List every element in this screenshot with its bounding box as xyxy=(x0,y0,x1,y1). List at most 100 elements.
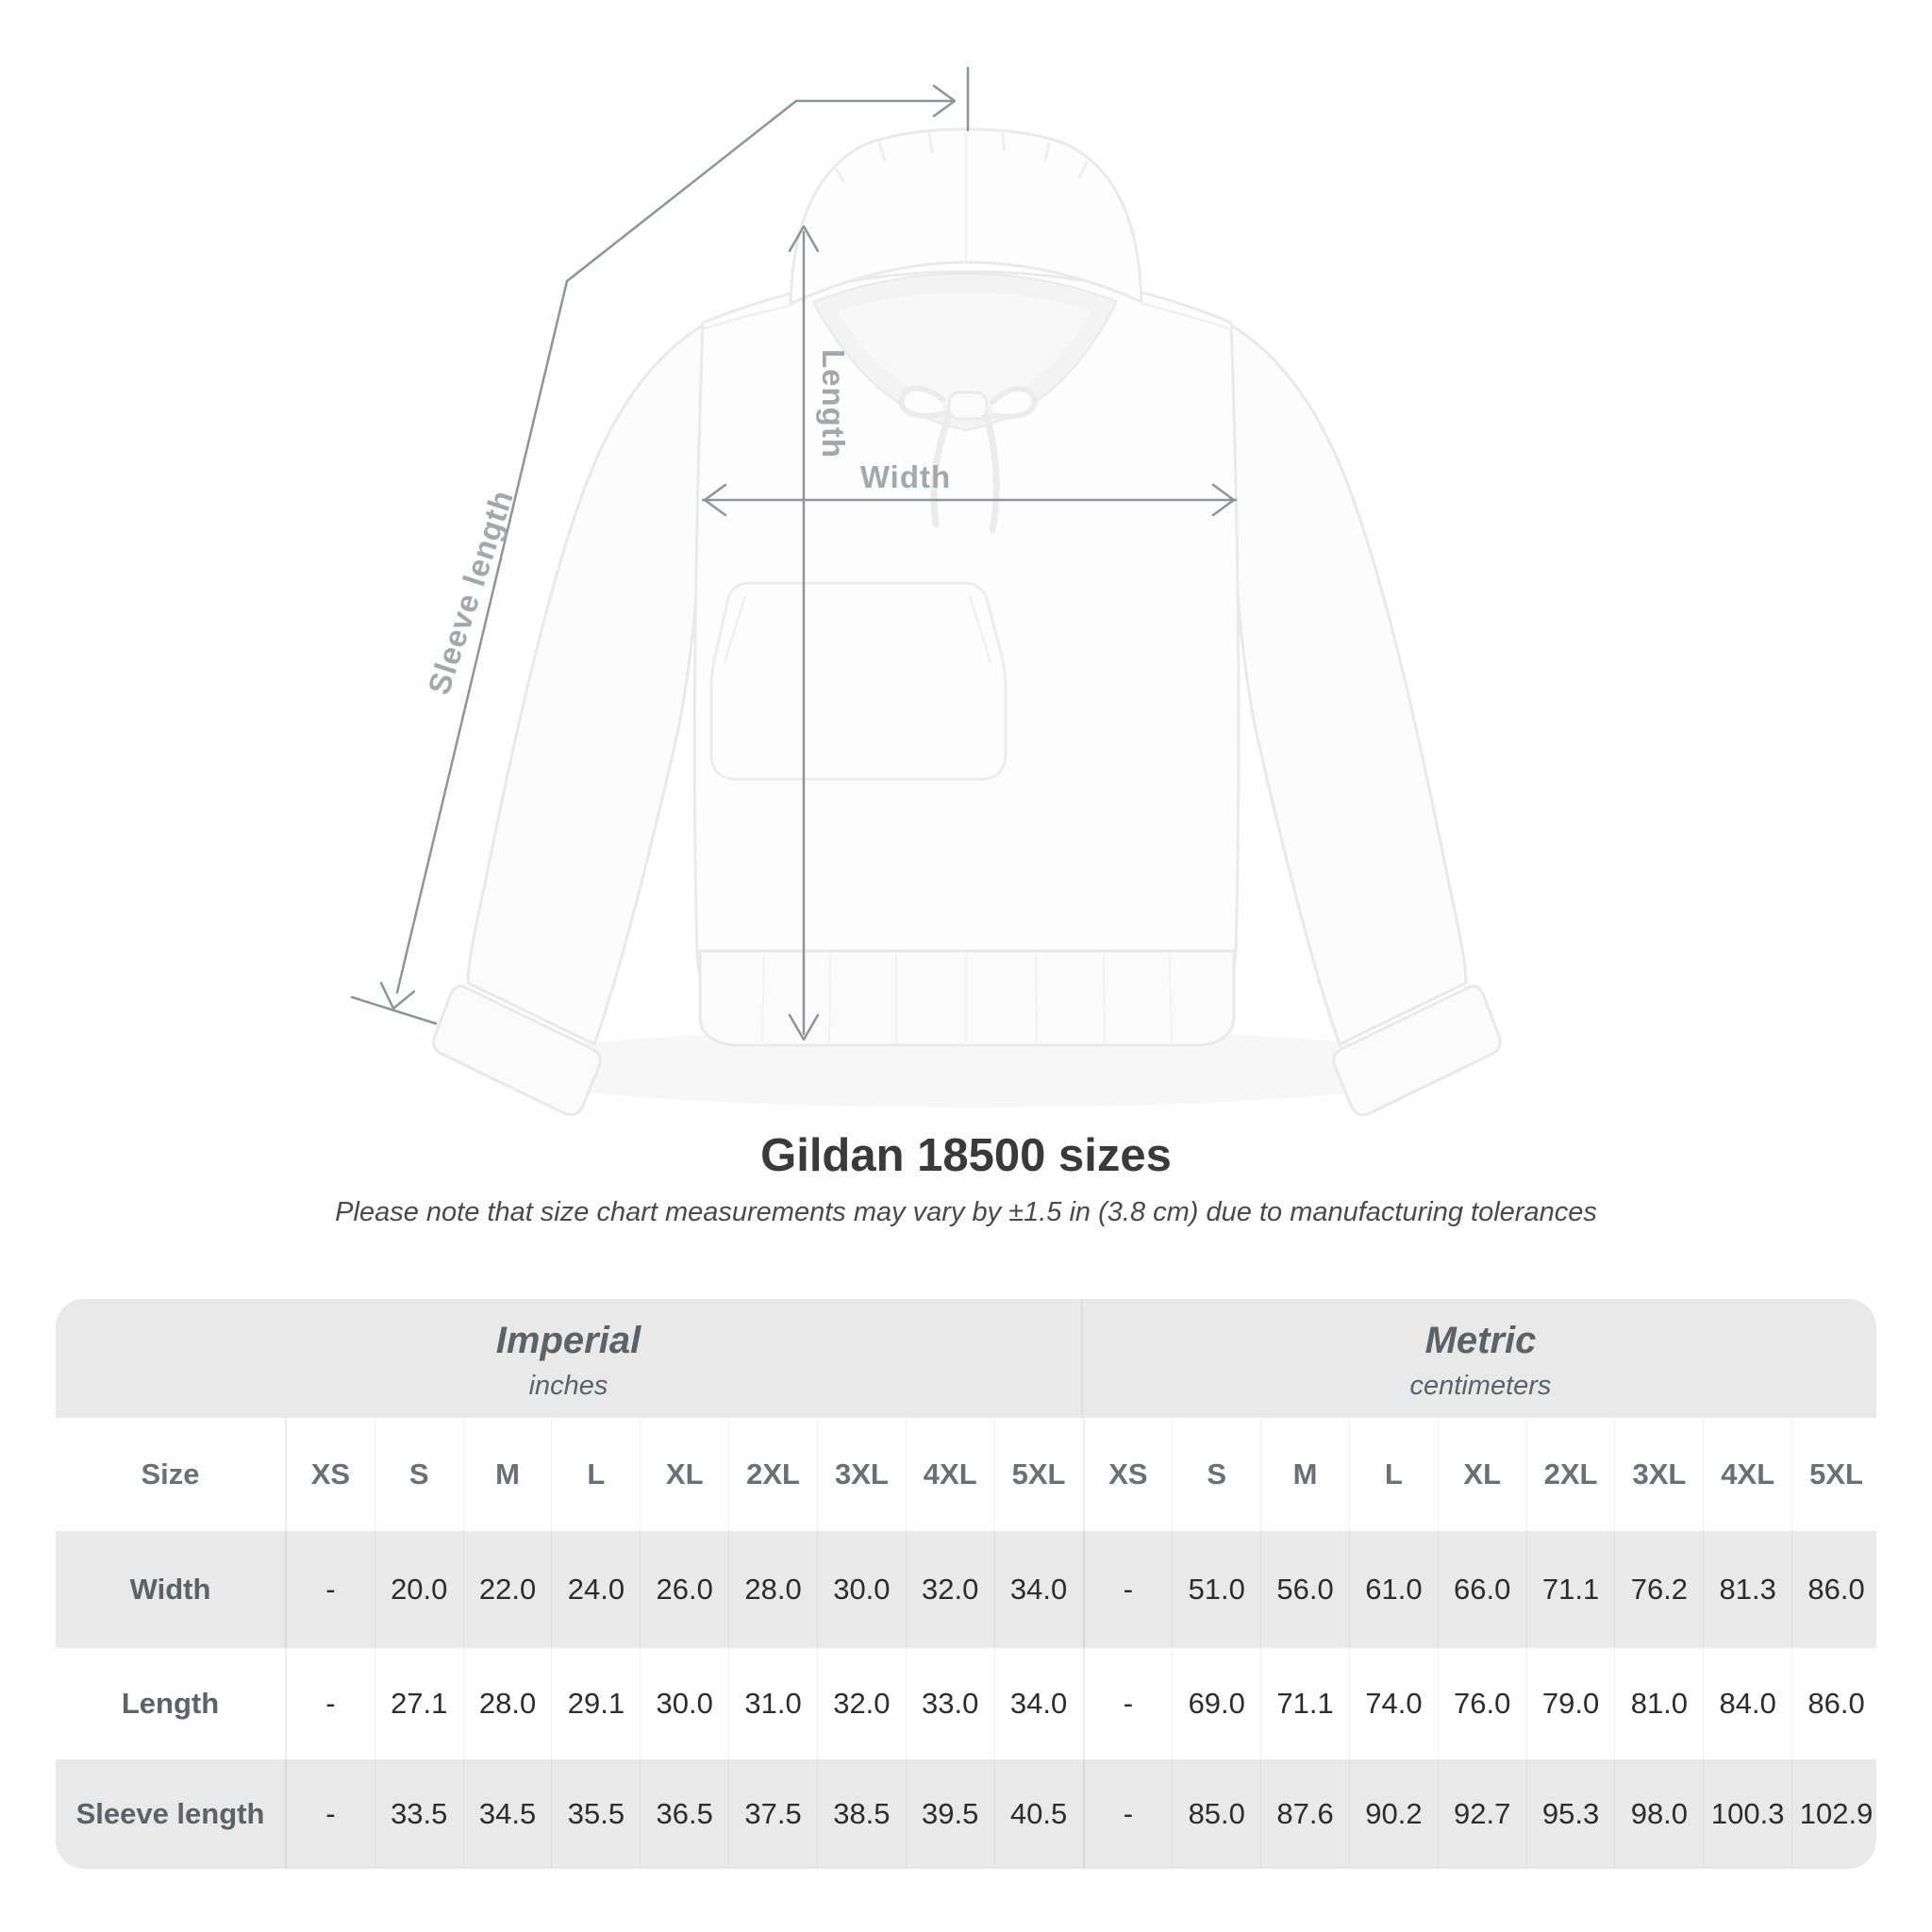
measurement-cell: 33.5 xyxy=(374,1759,463,1869)
sleeve-length-label: Sleeve length xyxy=(421,485,520,698)
size-column-header: XS xyxy=(310,1457,351,1491)
measurement-cell: - xyxy=(1123,1797,1134,1830)
measurement-cell: 34.0 xyxy=(993,1531,1083,1648)
measurement-cell: 90.2 xyxy=(1348,1759,1438,1869)
soft-shadow xyxy=(481,1028,1462,1108)
measurement-cell: 66.0 xyxy=(1437,1531,1526,1648)
measurement-cell: 81.3 xyxy=(1703,1531,1791,1648)
measurement-cell: 76.0 xyxy=(1437,1648,1526,1759)
width-measure-line xyxy=(701,483,1238,517)
measurement-lines xyxy=(350,66,1238,1041)
measurement-cell: 27.1 xyxy=(374,1648,463,1759)
hood-opening-inner xyxy=(838,292,1092,409)
size-corner-header: Size xyxy=(141,1457,200,1491)
measurement-cell: 74.0 xyxy=(1348,1648,1438,1759)
measurement-cell: 40.5 xyxy=(993,1759,1083,1869)
hood-gathers xyxy=(832,129,1089,183)
size-column-header: XL xyxy=(640,1418,728,1531)
measurement-cell: - xyxy=(325,1573,336,1606)
measurement-cell: 71.1 xyxy=(1525,1531,1615,1648)
sleeve-length-bottom-tick xyxy=(350,995,438,1025)
size-tolerance-note: Please note that size chart measurements… xyxy=(335,1197,1597,1227)
measurement-cell: 38.5 xyxy=(816,1759,906,1869)
drawstring-bow xyxy=(898,385,1038,420)
measurement-cell: 85.0 xyxy=(1172,1759,1260,1869)
metric-values: - 85.0 87.6 90.2 92.7 95.3 98.0 100.3 102.9 xyxy=(1082,1759,1877,1869)
measurement-cell: 22.0 xyxy=(462,1531,552,1648)
table-row-length: Length - 27.1 28.0 29.1 30.0 31.0 32.0 33.0 34.0… xyxy=(56,1648,1876,1759)
size-column-header: 3XL xyxy=(1614,1418,1703,1531)
right-cuff xyxy=(1332,984,1502,1117)
hem-ribs xyxy=(761,954,1173,1044)
measurement-cell: - xyxy=(325,1687,336,1720)
measurement-cell: 39.5 xyxy=(905,1759,994,1869)
measurement-cell: 61.0 xyxy=(1348,1531,1438,1648)
measurement-cell: 71.1 xyxy=(1260,1648,1349,1759)
measurement-cell: 20.0 xyxy=(374,1531,463,1648)
arrow-up-icon xyxy=(788,225,820,253)
size-column-header: XS xyxy=(1108,1457,1148,1491)
hoodie-measurement-diagram: Sleeve length Length Width xyxy=(350,66,1502,1117)
width-label: Width xyxy=(860,459,951,494)
drawstring-right xyxy=(983,413,1000,534)
unit-group-sublabel: centimeters xyxy=(1409,1370,1552,1401)
unit-group-imperial: Imperial inches xyxy=(56,1299,1081,1418)
size-column-header: S xyxy=(1172,1418,1260,1531)
left-cuff xyxy=(432,984,602,1117)
unit-group-metric: Metric centimeters xyxy=(1081,1299,1876,1418)
measurement-cell: - xyxy=(1123,1687,1134,1720)
kangaroo-pocket xyxy=(709,581,1008,781)
measurement-cell: 37.5 xyxy=(728,1759,817,1869)
size-column-header: M xyxy=(1260,1418,1349,1531)
size-column-header: 2XL xyxy=(728,1418,817,1531)
size-column-header: XL xyxy=(1437,1418,1526,1531)
length-measure-line xyxy=(788,225,820,1041)
measurement-cell: 34.0 xyxy=(993,1648,1083,1759)
arrow-down-icon xyxy=(788,1013,820,1041)
measurement-cell: 92.7 xyxy=(1437,1759,1526,1869)
measurement-cell: - xyxy=(1123,1573,1134,1606)
row-label: Sleeve length xyxy=(75,1797,265,1830)
size-column-header: 5XL xyxy=(1791,1418,1876,1531)
left-sleeve xyxy=(466,324,706,1046)
measurement-cell: 34.5 xyxy=(462,1759,552,1869)
imperial-values: - 33.5 34.5 35.5 36.5 37.5 38.5 39.5 40.5 xyxy=(285,1759,1083,1869)
measurement-cell: 86.0 xyxy=(1791,1648,1876,1759)
measurement-cell: 86.0 xyxy=(1791,1531,1876,1648)
size-column-header: L xyxy=(551,1418,640,1531)
measurement-cell: 29.1 xyxy=(551,1648,640,1759)
metric-values: - 69.0 71.1 74.0 76.0 79.0 81.0 84.0 86.0 xyxy=(1082,1648,1877,1759)
measurement-cell: 28.0 xyxy=(728,1531,817,1648)
table-row-width: Width -20.0 22.0 24.0 26.0 28.0 30.0 32.0 34.0 … xyxy=(56,1531,1876,1648)
size-column-header: 4XL xyxy=(905,1418,994,1531)
length-label: Length xyxy=(816,349,851,458)
measurement-cell: 56.0 xyxy=(1260,1531,1349,1648)
measurement-cell: - xyxy=(325,1797,336,1830)
right-sleeve xyxy=(1228,324,1468,1046)
size-column-header: M xyxy=(462,1418,552,1531)
metric-values: - 51.0 56.0 61.0 66.0 71.1 76.2 81.3 86.0 xyxy=(1082,1531,1877,1648)
row-label: Width xyxy=(129,1573,211,1606)
measurement-cell: 30.0 xyxy=(640,1648,728,1759)
measurement-cell: 98.0 xyxy=(1614,1759,1703,1869)
page-title: Gildan 18500 sizes xyxy=(760,1130,1172,1181)
arrow-right-icon xyxy=(932,84,957,118)
measurement-cell: 87.6 xyxy=(1260,1759,1349,1869)
unit-group-sublabel: inches xyxy=(528,1370,608,1401)
arrow-down-left-icon xyxy=(379,981,416,1010)
measurement-cell: 102.9 xyxy=(1791,1759,1876,1869)
size-column-header: S xyxy=(374,1418,463,1531)
unit-band: Imperial inches Metric centimeters xyxy=(56,1299,1876,1418)
imperial-values: - 27.1 28.0 29.1 30.0 31.0 32.0 33.0 34.0 xyxy=(285,1648,1083,1759)
size-column-header: 5XL xyxy=(993,1418,1083,1531)
size-column-header: 2XL xyxy=(1525,1418,1615,1531)
hoodie-illustration xyxy=(432,127,1502,1117)
size-column-header: 4XL xyxy=(1703,1418,1791,1531)
measurement-cell: 26.0 xyxy=(640,1531,728,1648)
measurement-cell: 79.0 xyxy=(1525,1648,1615,1759)
size-column-header: 3XL xyxy=(816,1418,906,1531)
row-label: Length xyxy=(121,1687,220,1720)
pocket-stitches xyxy=(723,594,992,664)
table-row-sleeve-length: Sleeve length - 33.5 34.5 35.5 36.5 37.5 38.5 3… xyxy=(56,1759,1876,1869)
